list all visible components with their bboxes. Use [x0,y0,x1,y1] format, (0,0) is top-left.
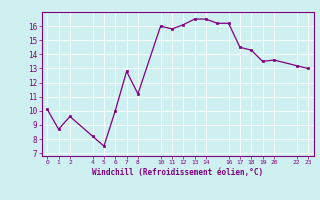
X-axis label: Windchill (Refroidissement éolien,°C): Windchill (Refroidissement éolien,°C) [92,168,263,177]
